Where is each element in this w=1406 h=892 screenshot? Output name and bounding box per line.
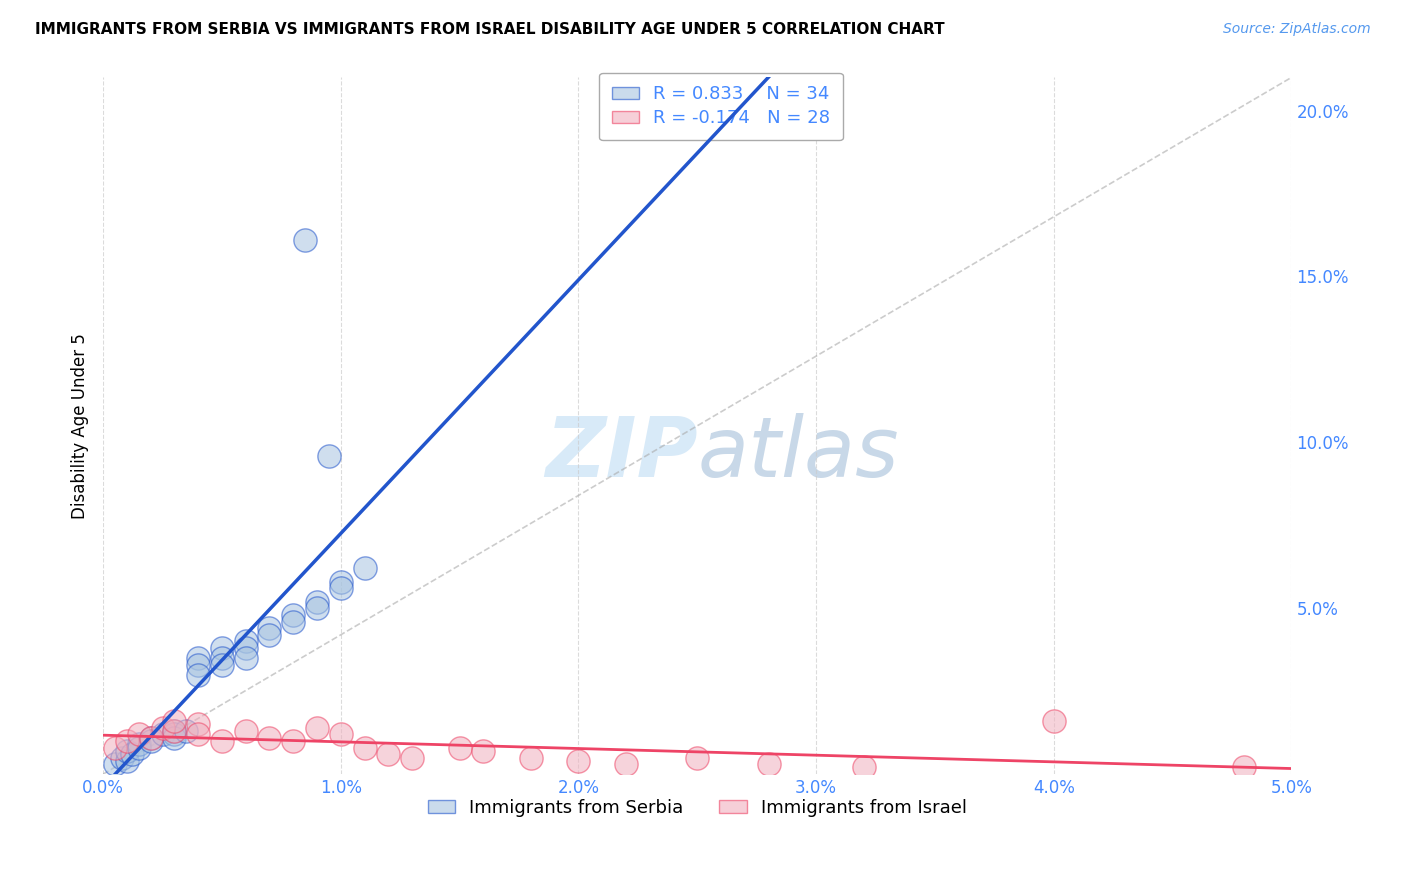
Point (377, 747, 399, 762)
Text: IMMIGRANTS FROM SERBIA VS IMMIGRANTS FROM ISRAEL DISABILITY AGE UNDER 5 CORRELAT: IMMIGRANTS FROM SERBIA VS IMMIGRANTS FRO… (35, 22, 945, 37)
Point (139, 731, 162, 745)
Point (353, 740, 375, 755)
Point (567, 754, 589, 768)
Point (152, 727, 174, 741)
Point (235, 724, 257, 739)
Point (686, 750, 709, 764)
Point (235, 641, 257, 656)
Point (139, 731, 162, 745)
Point (235, 651, 257, 665)
Point (115, 744, 138, 758)
Point (115, 734, 138, 748)
Point (163, 724, 186, 739)
Point (128, 727, 150, 741)
Point (211, 641, 233, 656)
Point (152, 721, 174, 735)
Point (353, 561, 375, 575)
Point (329, 727, 352, 741)
Point (104, 757, 127, 772)
Point (294, 233, 316, 247)
Point (128, 740, 150, 755)
Point (283, 615, 305, 629)
Point (1233, 760, 1256, 774)
Point (758, 757, 780, 772)
Point (163, 731, 186, 745)
Point (211, 651, 233, 665)
Point (259, 628, 281, 642)
Point (283, 607, 305, 622)
Point (329, 574, 352, 589)
Point (211, 657, 233, 672)
Point (176, 724, 198, 739)
Point (318, 449, 340, 463)
Point (163, 724, 186, 739)
Point (235, 634, 257, 648)
Point (104, 740, 127, 755)
Point (449, 740, 471, 755)
Point (187, 717, 209, 731)
Point (401, 750, 423, 764)
Point (211, 734, 233, 748)
Point (852, 760, 875, 774)
Point (128, 737, 150, 751)
Point (115, 754, 138, 768)
Point (259, 621, 281, 635)
Text: ZIP: ZIP (544, 413, 697, 494)
Point (163, 714, 186, 728)
Point (520, 750, 543, 764)
Text: atlas: atlas (697, 413, 898, 494)
Point (139, 734, 162, 748)
Point (187, 651, 209, 665)
Point (614, 757, 637, 772)
Point (163, 727, 186, 741)
Legend: Immigrants from Serbia, Immigrants from Israel: Immigrants from Serbia, Immigrants from … (420, 792, 974, 824)
Point (1042, 714, 1064, 728)
Point (187, 667, 209, 681)
Point (187, 657, 209, 672)
Point (283, 734, 305, 748)
Point (121, 747, 143, 762)
Y-axis label: Disability Age Under 5: Disability Age Under 5 (72, 333, 89, 519)
Point (259, 731, 281, 745)
Point (187, 727, 209, 741)
Point (305, 601, 328, 615)
Point (305, 721, 328, 735)
Point (305, 594, 328, 608)
Point (111, 750, 134, 764)
Point (472, 744, 495, 758)
Point (329, 582, 352, 596)
Text: Source: ZipAtlas.com: Source: ZipAtlas.com (1223, 22, 1371, 37)
